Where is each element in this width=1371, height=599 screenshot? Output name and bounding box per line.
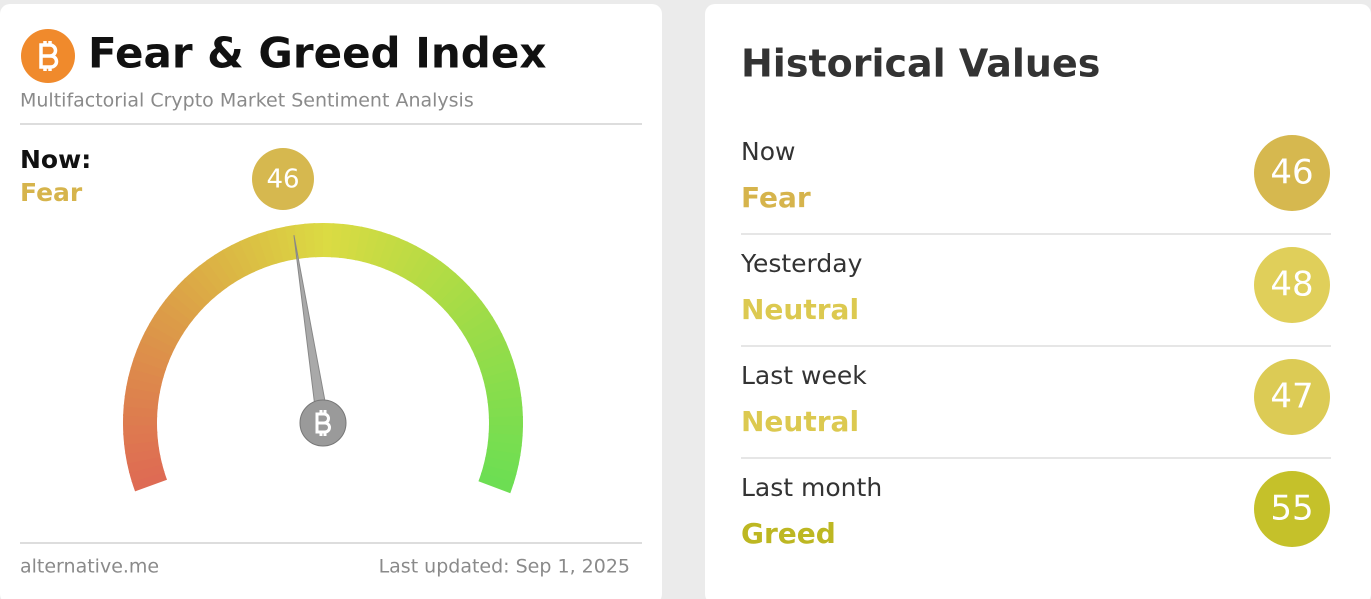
gauge-arc — [123, 222, 523, 494]
source: alternative.me — [20, 556, 159, 578]
badge — [1254, 135, 1330, 211]
period: Yesterday — [740, 249, 863, 278]
badge-value: 55 — [1270, 489, 1313, 529]
period: Now — [741, 137, 795, 166]
value-badge — [252, 148, 314, 210]
class: Neutral — [741, 405, 859, 438]
badge — [1254, 471, 1330, 547]
subtitle: Multifactorial Crypto Market Sentiment A… — [20, 90, 474, 112]
now-class: Fear — [20, 178, 83, 207]
history-card — [705, 4, 1371, 599]
badge — [1254, 359, 1330, 435]
class: Greed — [741, 517, 836, 550]
class: Fear — [741, 181, 811, 214]
badge-value: 46 — [1270, 153, 1313, 193]
needle-pivot — [299, 399, 347, 447]
arc-segment — [478, 472, 515, 494]
badge-value: 48 — [1270, 265, 1313, 305]
period: Last week — [741, 361, 867, 390]
updated: Last updated: Sep 1, 2025 — [379, 556, 630, 578]
title: Fear & Greed Index — [88, 29, 546, 78]
history-rows: Now Fear 46 Yesterday Neutral 48 Last week Neut… — [740, 135, 1331, 550]
badge-value: 47 — [1270, 377, 1313, 417]
bitcoin-logo — [21, 29, 75, 83]
history-title: Historical Values — [741, 42, 1100, 86]
value-badge-text: 46 — [266, 165, 299, 195]
now-label: Now: — [20, 145, 91, 174]
badge — [1254, 247, 1330, 323]
class: Neutral — [741, 293, 859, 326]
period: Last month — [741, 473, 882, 502]
